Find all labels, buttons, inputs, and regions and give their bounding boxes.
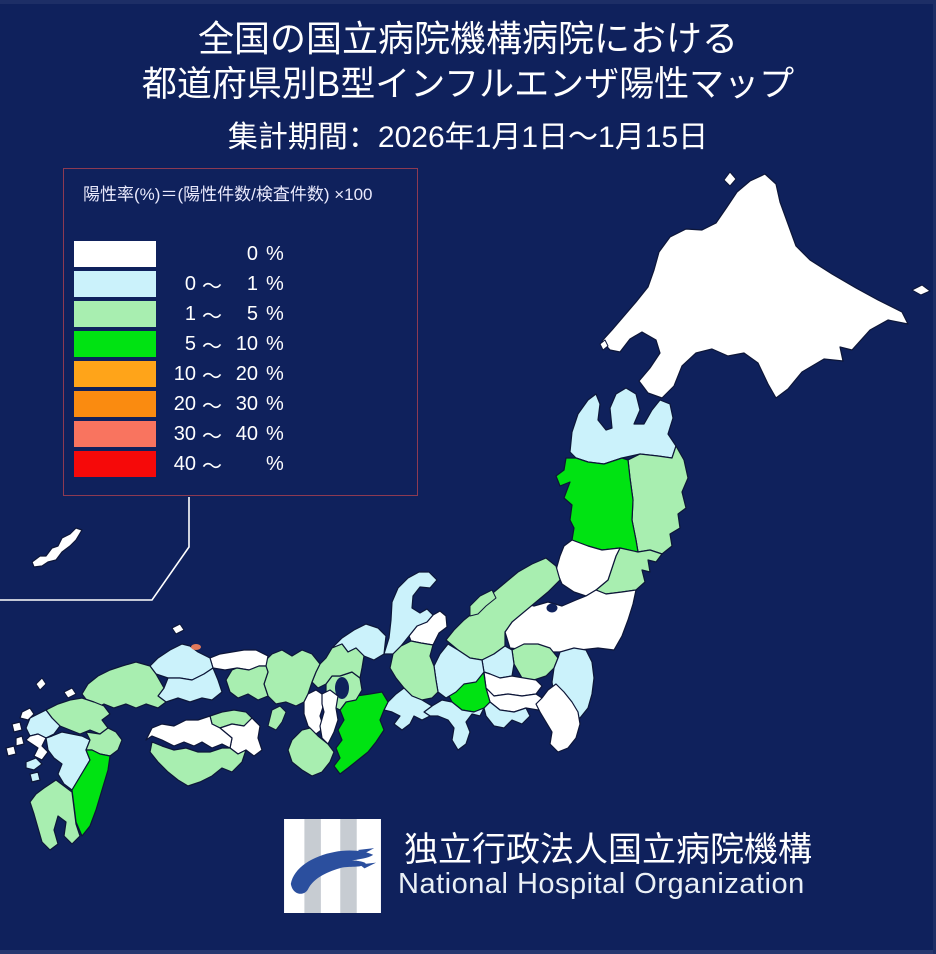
legend-unit: % [266, 272, 284, 295]
legend-tilde: ～ [202, 365, 222, 388]
legend-max: 30 [235, 392, 258, 415]
pref-chiba [535, 683, 581, 753]
pref-miyazaki [71, 749, 111, 837]
oki-island [171, 623, 185, 635]
legend-max: 10 [235, 332, 258, 355]
legend-swatch-0-1 [74, 271, 156, 297]
pref-okinawa [31, 527, 83, 568]
top-edge-line [0, 0, 936, 4]
pref-wakayama [287, 727, 335, 777]
legend-title: 陽性率(%)＝(陽性件数/検査件数) ×100 [83, 185, 373, 204]
legend-unit: % [266, 302, 284, 325]
legend-swatch-0pct [74, 241, 156, 267]
legend-row: 30 ～ 40 % [74, 419, 284, 449]
pref-mie [333, 691, 389, 775]
logo-brush-streak-2 [359, 862, 377, 869]
legend-row: 5 ～ 10 % [74, 329, 284, 359]
pref-iwate [627, 445, 689, 555]
legend-unit: % [266, 242, 284, 265]
lake-shinji [191, 644, 201, 650]
legend-tilde: ～ [202, 455, 222, 478]
legend-min: 20 [173, 392, 196, 415]
legend-swatch-30-40 [74, 421, 156, 447]
legend-min: 30 [173, 422, 196, 445]
legend-row: 1 ～ 5 % [74, 299, 284, 329]
legend-swatch-40plus [74, 451, 156, 477]
nemuro-islets [911, 284, 931, 296]
legend-row: 40 ～ % [74, 449, 284, 479]
pref-hokkaido [601, 173, 909, 399]
pref-nagasaki [5, 707, 49, 761]
pref-shizuoka [423, 699, 485, 751]
legend-tilde: ～ [202, 305, 222, 328]
pref-ishikawa [383, 571, 438, 655]
legend-min: 5 [184, 332, 196, 355]
legend-row: 0 ～ 1 % [74, 269, 284, 299]
title-period: 集計期間：2026年1月1日～1月15日 [227, 121, 709, 154]
sado-island [469, 589, 497, 617]
pref-ehime [145, 715, 233, 749]
okushiri-island [599, 339, 609, 351]
logo-brush-streak-1 [357, 848, 375, 854]
rishiri-island [723, 171, 737, 187]
legend-max: 1 [246, 272, 258, 295]
pref-okayama [225, 665, 269, 701]
pref-nara [319, 689, 339, 745]
legend-unit: % [266, 362, 284, 385]
legend-row: 0 % [74, 239, 284, 269]
legend-max: 0 [246, 242, 258, 265]
legend-min: 40 [173, 452, 196, 475]
title-line-1: 全国の国立病院機構病院における [197, 18, 738, 59]
logo-brushstroke-icon [290, 850, 374, 894]
legend-tilde: ～ [202, 395, 222, 418]
pref-fukuoka [45, 697, 111, 735]
legend-swatch-1-5 [74, 301, 156, 327]
legend-min: 10 [173, 362, 196, 385]
pref-kagoshima [29, 779, 81, 851]
org-name-english: National Hospital Organization [398, 868, 805, 900]
legend-box: 陽性率(%)＝(陽性件数/検査件数) ×100 0 % 0 ～ 1 % 1 ～ … [63, 168, 418, 496]
legend-row: 20 ～ 30 % [74, 389, 284, 419]
legend-unit: % [266, 452, 284, 475]
legend-unit: % [266, 422, 284, 445]
iki-island [63, 687, 77, 699]
pref-gifu [389, 640, 439, 701]
legend-rows: 0 % 0 ～ 1 % 1 ～ 5 % 5 ～ 10 [74, 239, 284, 479]
pref-akita [555, 457, 639, 553]
bottom-edge-line [0, 950, 936, 954]
org-name-japanese: 独立行政法人国立病院機構 [404, 831, 812, 869]
lake-biwa [335, 677, 349, 699]
right-edge-line [933, 0, 936, 954]
pref-kochi [149, 741, 247, 787]
legend-min: 1 [184, 302, 196, 325]
pref-kanagawa [483, 701, 531, 729]
legend-tilde: ～ [202, 275, 222, 298]
pref-tochigi [511, 643, 559, 681]
pref-aomori [569, 387, 677, 465]
legend-max: 20 [235, 362, 258, 385]
nho-logo [284, 819, 381, 913]
legend-row: 10 ～ 20 % [74, 359, 284, 389]
title-line-2: 都道府県別B型インフルエンザ陽性マップ [141, 65, 795, 104]
legend-unit: % [266, 392, 284, 415]
legend-tilde: ～ [202, 335, 222, 358]
legend-swatch-20-30 [74, 391, 156, 417]
legend-unit: % [266, 332, 284, 355]
tsushima-island [35, 677, 47, 691]
legend-swatch-10-20 [74, 361, 156, 387]
pref-nagano [433, 643, 485, 699]
legend-max: 5 [246, 302, 258, 325]
legend-min: 0 [184, 272, 196, 295]
pref-kumamoto [25, 731, 91, 791]
pref-yamaguchi [81, 661, 167, 709]
okinawa-inset-boundary [0, 497, 190, 601]
legend-tilde: ～ [202, 425, 222, 448]
legend-max: 40 [235, 422, 258, 445]
awaji-island [267, 705, 287, 731]
legend-swatch-5-10 [74, 331, 156, 357]
lake-inawashiro [546, 603, 558, 613]
